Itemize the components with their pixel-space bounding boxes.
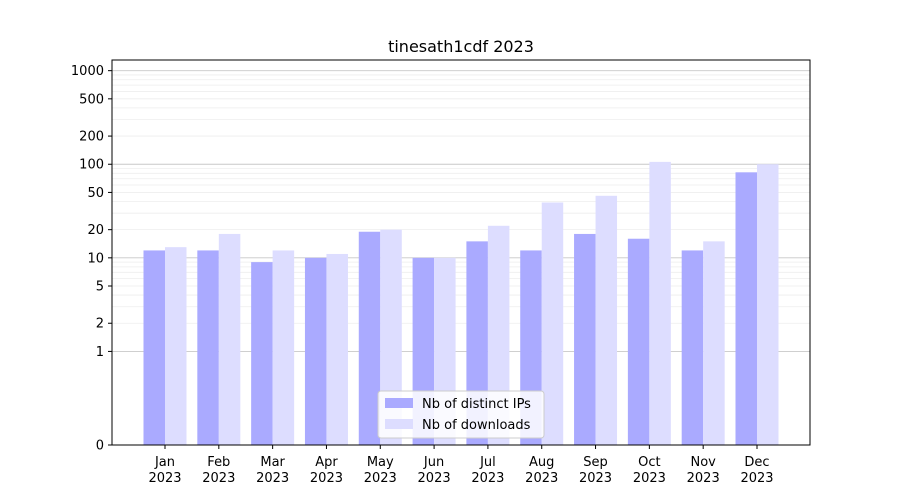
bar-downloads (326, 253, 348, 445)
y-tick-label: 2 (96, 317, 104, 332)
y-tick-label: 100 (79, 158, 104, 173)
x-axis: Jan 2023 Feb 2023 Mar 2023 Apr 2023 May 2023 Jun 20… (148, 445, 774, 486)
x-tick-label: Mar 2023 (256, 455, 289, 486)
x-tick-label: Aug 2023 (525, 455, 558, 486)
bar-downloads (165, 247, 187, 445)
bar-distinct-ips (358, 231, 381, 445)
bar-distinct-ips (574, 233, 596, 445)
legend-swatch (385, 398, 413, 408)
y-tick-label: 0 (96, 439, 104, 454)
x-tick-label: Jul 2023 (471, 455, 504, 486)
bars (143, 161, 779, 446)
plot-frame (111, 59, 811, 446)
legend: Nb of distinct IPs Nb of downloads (377, 390, 545, 439)
y-tick-label: 50 (87, 186, 104, 201)
bar-downloads (218, 233, 241, 445)
chart-title: tinesath1cdf 2023 (388, 37, 534, 56)
bar-downloads (757, 164, 779, 445)
bar-downloads (649, 161, 671, 445)
y-tick-label: 500 (79, 92, 104, 107)
bar-downloads (703, 241, 725, 445)
legend-label: Nb of distinct IPs (422, 397, 531, 412)
bar-downloads (595, 195, 618, 445)
bar-distinct-ips (735, 172, 757, 446)
bar-distinct-ips (627, 238, 650, 445)
x-tick-label: Jan 2023 (148, 455, 181, 486)
bar-distinct-ips (304, 257, 327, 445)
legend-label: Nb of downloads (422, 418, 531, 433)
x-tick-label: Sep 2023 (579, 455, 612, 486)
bar-distinct-ips (143, 250, 165, 445)
x-tick-label: Dec 2023 (740, 455, 773, 486)
x-tick-label: Apr 2023 (310, 455, 343, 486)
x-tick-label: May 2023 (364, 455, 397, 486)
bar-distinct-ips (251, 262, 273, 445)
bar-distinct-ips (681, 250, 704, 445)
y-tick-label: 1 (96, 345, 104, 360)
x-tick-label: Jun 2023 (418, 455, 451, 486)
x-tick-label: Oct 2023 (633, 455, 666, 486)
bar-downloads (541, 202, 564, 445)
y-axis: 0 1 2 5 10 20 50 100 200 500 1000 (71, 64, 112, 454)
y-tick-label: 200 (79, 130, 104, 145)
x-tick-label: Feb 2023 (202, 455, 235, 486)
bar-distinct-ips (197, 250, 219, 445)
x-tick-label: Nov 2023 (687, 455, 720, 486)
legend-swatch (385, 419, 413, 429)
y-tick-label: 10 (87, 251, 104, 266)
y-tick-label: 5 (96, 280, 104, 295)
bar-downloads (487, 225, 510, 445)
y-tick-label: 1000 (71, 64, 104, 79)
legend-box (377, 390, 545, 439)
bar-downloads (272, 250, 295, 445)
y-tick-label: 20 (87, 223, 104, 238)
